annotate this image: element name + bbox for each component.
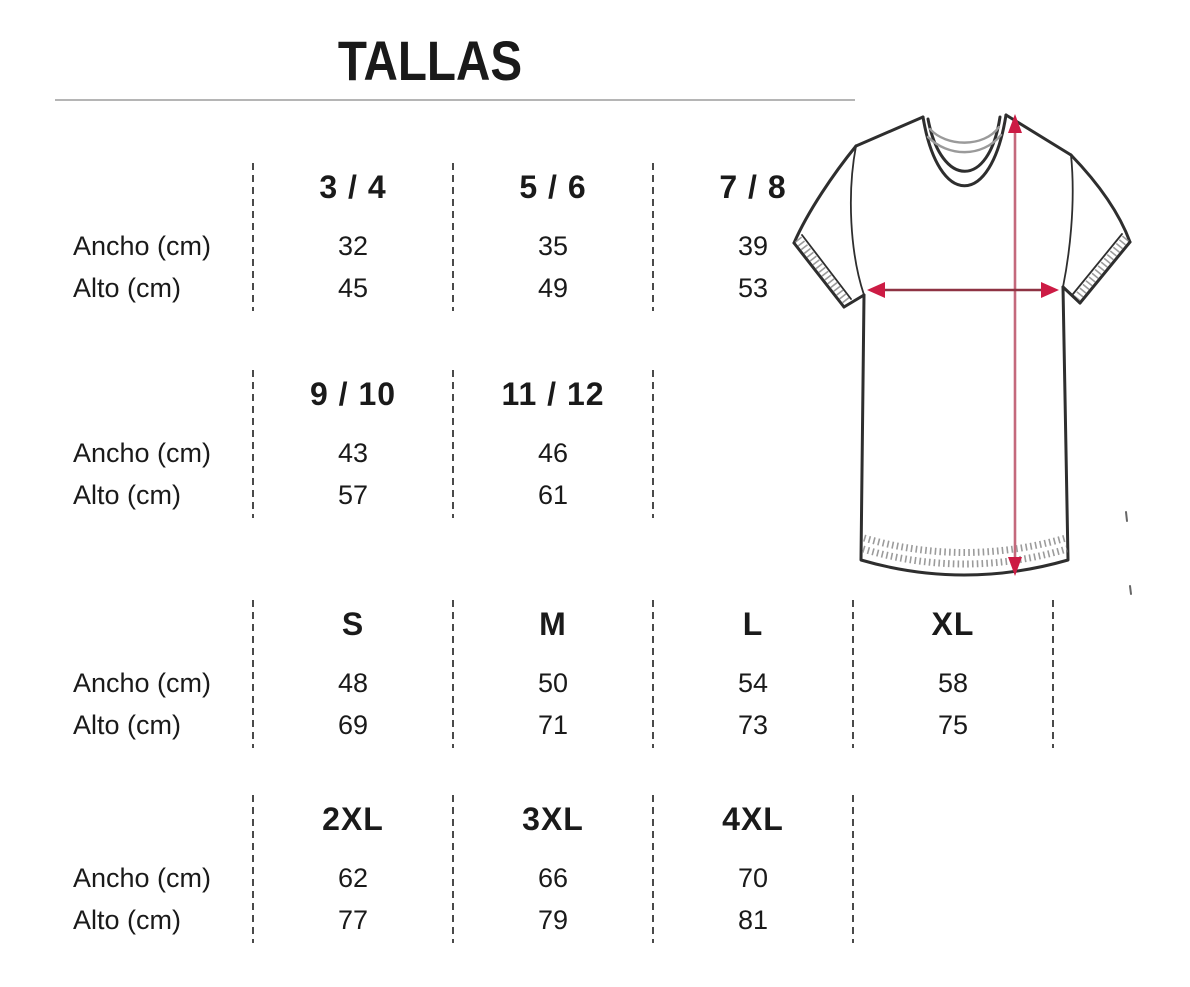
stray-dash-artifacts	[1125, 511, 1132, 595]
alto-value: 81	[737, 905, 769, 935]
sleeve-stitching	[794, 235, 1130, 306]
row-label-ancho: Ancho (cm)	[73, 231, 212, 261]
page-title: TALLAS	[337, 29, 523, 92]
width-arrow	[867, 282, 1059, 298]
dashed-column-divider	[252, 600, 254, 748]
dashed-column-divider	[852, 600, 854, 748]
ancho-value: 66	[537, 863, 569, 893]
dashed-column-divider	[652, 795, 654, 943]
size-label: 5 / 6	[519, 169, 587, 205]
dashed-column-divider	[452, 370, 454, 518]
row-label-alto: Alto (cm)	[73, 905, 181, 935]
row-label-ancho: Ancho (cm)	[73, 668, 212, 698]
alto-value: 71	[537, 710, 569, 740]
ancho-value: 48	[337, 668, 369, 698]
size-group-kids-3-8: Ancho (cm) Alto (cm) 3 / 4 32 45 5 / 6 35 49 7…	[0, 163, 1190, 315]
row-label-alto: Alto (cm)	[73, 480, 181, 510]
dashed-column-divider	[252, 795, 254, 943]
title-divider-line	[55, 99, 855, 101]
alto-value: 73	[737, 710, 769, 740]
dashed-column-divider	[452, 795, 454, 943]
size-group-2xl-4xl: Ancho (cm) Alto (cm) 2XL 62 77 3XL 66 79 4XL 70…	[0, 795, 1190, 947]
alto-value: 61	[537, 480, 569, 510]
alto-value: 69	[337, 710, 369, 740]
size-label: M	[539, 606, 567, 642]
dashed-column-divider	[852, 795, 854, 943]
alto-value: 79	[537, 905, 569, 935]
size-group-s-xl: Ancho (cm) Alto (cm) S 48 69 M 50 71 L 54 73 XL 58…	[0, 600, 1190, 752]
ancho-value: 43	[337, 438, 369, 468]
tshirt-collar	[921, 113, 1008, 188]
ancho-value: 35	[537, 231, 569, 261]
dashed-column-divider	[1052, 600, 1054, 748]
alto-value: 45	[337, 273, 369, 303]
row-label-alto: Alto (cm)	[73, 273, 181, 303]
dashed-column-divider	[452, 600, 454, 748]
size-label: 3XL	[522, 801, 584, 837]
hem-stitching	[862, 534, 1068, 568]
row-label-alto: Alto (cm)	[73, 710, 181, 740]
size-group-kids-9-12: Ancho (cm) Alto (cm) 9 / 10 43 57 11 / 12 46…	[0, 370, 1190, 522]
alto-value: 57	[337, 480, 369, 510]
ancho-value: 46	[537, 438, 569, 468]
ancho-value: 32	[337, 231, 369, 261]
alto-value: 49	[537, 273, 569, 303]
size-label: L	[742, 606, 764, 642]
size-label: 2XL	[322, 801, 384, 837]
size-label: 9 / 10	[309, 376, 397, 412]
dashed-column-divider	[452, 163, 454, 311]
ancho-value: 70	[737, 863, 769, 893]
size-label: XL	[931, 606, 975, 642]
dashed-column-divider	[252, 163, 254, 311]
ancho-value: 50	[537, 668, 569, 698]
size-label: S	[341, 606, 365, 642]
height-arrow	[1008, 114, 1022, 576]
alto-value: 75	[937, 710, 969, 740]
ancho-value: 54	[737, 668, 769, 698]
tshirt-illustration	[792, 113, 1132, 595]
ancho-value: 58	[937, 668, 969, 698]
size-label: 3 / 4	[319, 169, 387, 205]
size-label: 7 / 8	[719, 169, 787, 205]
dashed-column-divider	[652, 370, 654, 518]
size-label: 4XL	[722, 801, 784, 837]
dashed-column-divider	[252, 370, 254, 518]
tshirt-outline	[792, 113, 1132, 577]
ancho-value: 62	[337, 863, 369, 893]
alto-value: 53	[737, 273, 769, 303]
row-label-ancho: Ancho (cm)	[73, 863, 212, 893]
ancho-value: 39	[737, 231, 769, 261]
size-label: 11 / 12	[501, 376, 605, 412]
alto-value: 77	[337, 905, 369, 935]
dashed-column-divider	[652, 163, 654, 311]
dashed-column-divider	[652, 600, 654, 748]
row-label-ancho: Ancho (cm)	[73, 438, 212, 468]
